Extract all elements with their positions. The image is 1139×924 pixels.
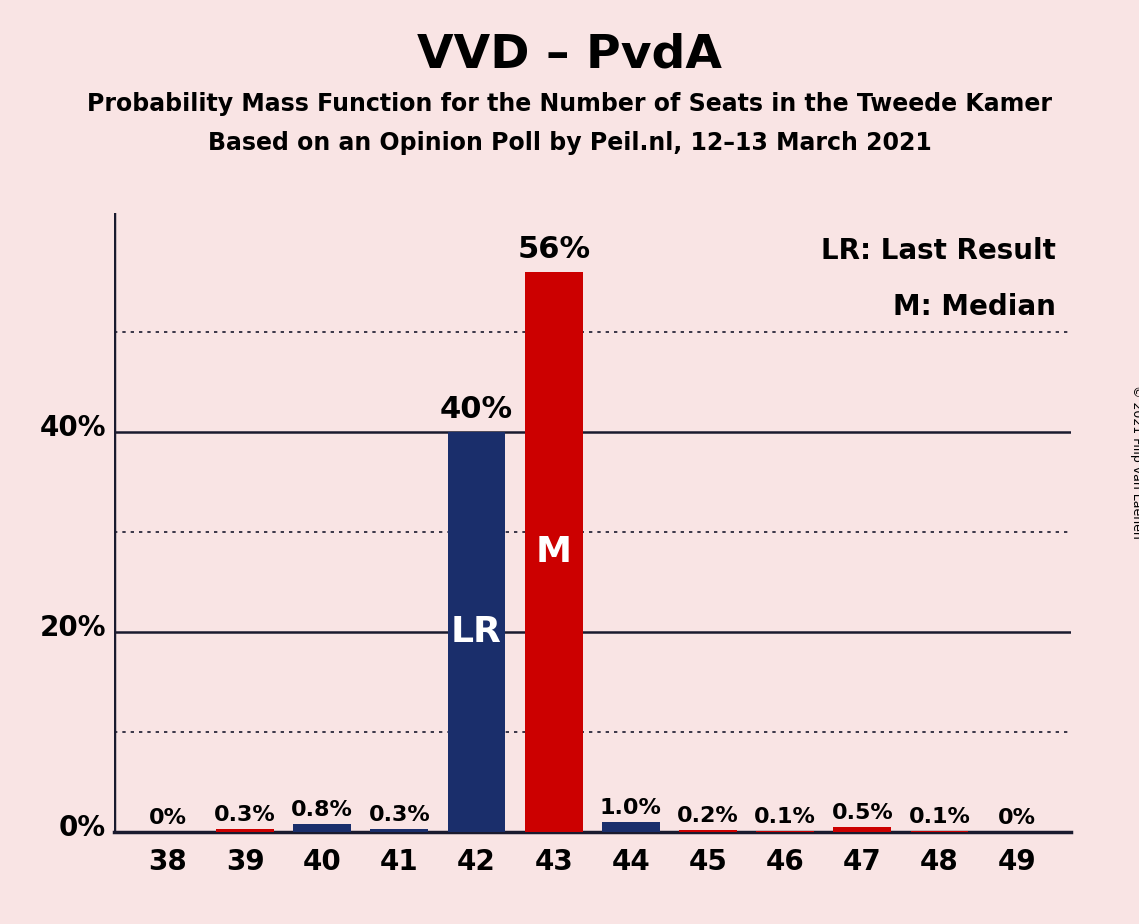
Text: LR: LR [451, 614, 502, 649]
Text: © 2021 Filip van Laenen: © 2021 Filip van Laenen [1130, 385, 1139, 539]
Text: Based on an Opinion Poll by Peil.nl, 12–13 March 2021: Based on an Opinion Poll by Peil.nl, 12–… [207, 131, 932, 155]
Bar [834, 827, 891, 832]
Text: 0.1%: 0.1% [754, 807, 817, 827]
Text: 1.0%: 1.0% [600, 797, 662, 818]
Bar [370, 829, 428, 832]
Text: 0.5%: 0.5% [831, 803, 893, 822]
Bar [756, 831, 814, 832]
Text: 56%: 56% [517, 236, 590, 264]
Bar [910, 831, 968, 832]
Text: 0.3%: 0.3% [369, 805, 431, 824]
Text: LR: Last Result: LR: Last Result [821, 237, 1056, 265]
Text: 40%: 40% [440, 395, 513, 424]
Text: 40%: 40% [40, 415, 106, 443]
Text: 0%: 0% [149, 808, 187, 828]
Bar [448, 432, 506, 832]
Text: Probability Mass Function for the Number of Seats in the Tweede Kamer: Probability Mass Function for the Number… [87, 92, 1052, 116]
Bar [216, 829, 274, 832]
Bar [679, 830, 737, 832]
Text: 0%: 0% [998, 808, 1035, 828]
Text: 0%: 0% [59, 814, 106, 842]
Text: 20%: 20% [40, 614, 106, 642]
Text: 0.3%: 0.3% [214, 805, 276, 824]
Text: M: M [535, 535, 572, 569]
Bar [601, 821, 659, 832]
Text: M: Median: M: Median [893, 293, 1056, 321]
Text: 0.8%: 0.8% [292, 799, 353, 820]
Text: 0.2%: 0.2% [678, 806, 739, 826]
Bar [525, 273, 583, 832]
Bar [294, 823, 351, 832]
Text: 0.1%: 0.1% [909, 807, 970, 827]
Text: VVD – PvdA: VVD – PvdA [417, 32, 722, 78]
